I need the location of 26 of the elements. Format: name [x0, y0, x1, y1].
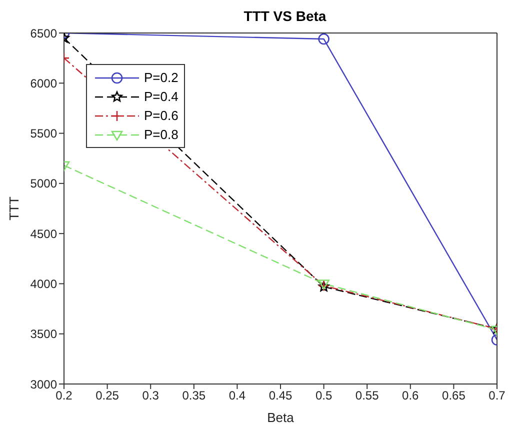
legend-label: P=0.8 [144, 127, 178, 142]
x-tick-label: 0.3 [142, 388, 160, 403]
y-tick-label: 3500 [30, 327, 58, 342]
y-tick-label: 6500 [30, 26, 58, 40]
x-tick-label: 0.55 [355, 388, 380, 403]
x-tick-label: 0.65 [442, 388, 466, 403]
x-tick-label: 0.5 [315, 388, 332, 403]
y-tick-label: 5500 [30, 126, 58, 141]
x-tick-label: 0.2 [56, 388, 73, 403]
y-tick-label: 4500 [30, 226, 58, 241]
x-tick-label: 0.45 [268, 388, 292, 403]
legend-label: P=0.6 [144, 108, 178, 123]
legend-label: P=0.4 [144, 89, 178, 104]
y-tick-label: 3000 [30, 377, 58, 392]
y-tick-label: 5000 [30, 176, 58, 191]
chart-title: TTT VS Beta [242, 8, 328, 26]
y-axis-title: TTT [6, 196, 22, 220]
x-tick-label: 0.7 [488, 388, 506, 403]
x-tick-label: 0.25 [96, 388, 120, 403]
y-tick-label: 4000 [30, 276, 58, 291]
y-tick-label: 6000 [30, 76, 58, 90]
legend-label: P=0.2 [144, 70, 178, 85]
x-tick-label: 0.4 [228, 388, 246, 403]
x-tick-label: 0.6 [402, 388, 420, 403]
x-axis-title: Beta [267, 410, 295, 425]
x-tick-label: 0.35 [182, 388, 206, 403]
